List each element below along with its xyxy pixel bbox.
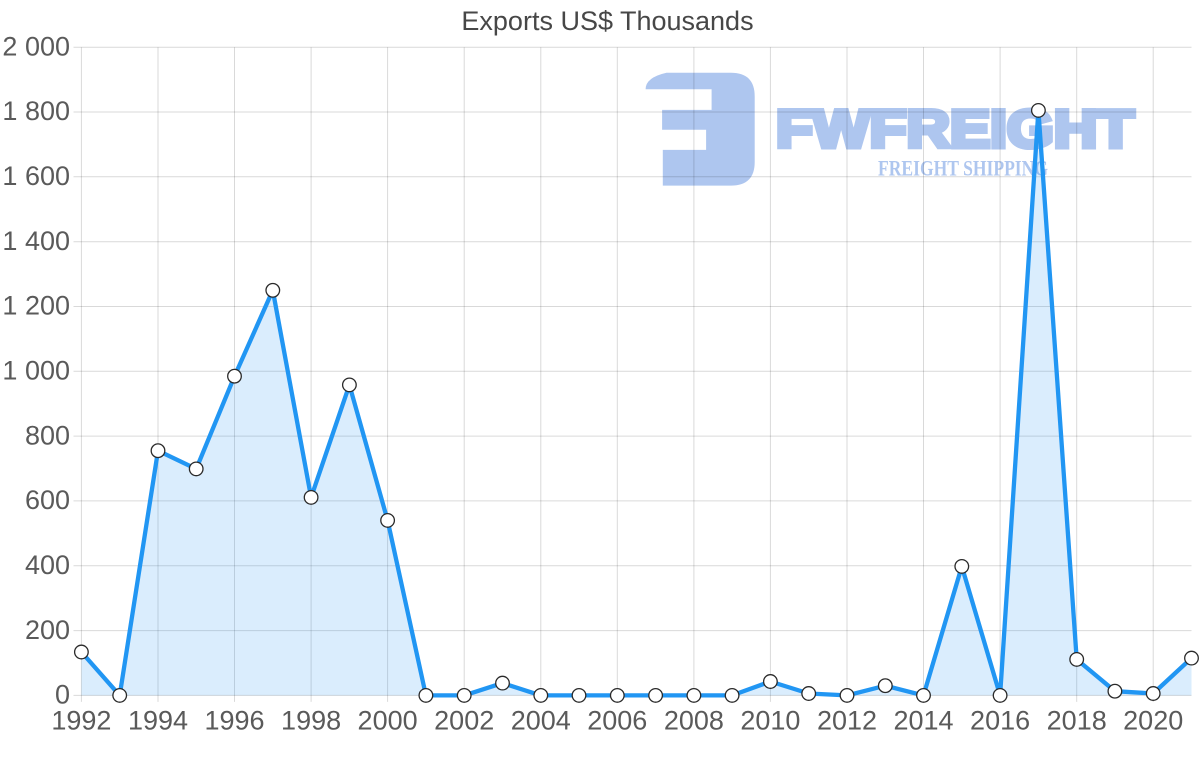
svg-text:2004: 2004 (511, 706, 571, 736)
svg-text:1998: 1998 (281, 706, 341, 736)
svg-text:0: 0 (55, 680, 70, 710)
svg-text:2010: 2010 (740, 706, 800, 736)
svg-text:1996: 1996 (204, 706, 264, 736)
svg-text:1994: 1994 (128, 706, 188, 736)
svg-text:1 600: 1 600 (2, 161, 70, 191)
svg-text:2002: 2002 (434, 706, 494, 736)
svg-text:2020: 2020 (1123, 706, 1183, 736)
svg-text:800: 800 (25, 420, 70, 450)
svg-text:1 400: 1 400 (2, 226, 70, 256)
svg-text:2014: 2014 (893, 706, 953, 736)
svg-text:1 200: 1 200 (2, 291, 70, 321)
svg-text:1992: 1992 (51, 706, 111, 736)
svg-text:2016: 2016 (970, 706, 1030, 736)
svg-text:2000: 2000 (358, 706, 418, 736)
svg-text:2018: 2018 (1047, 706, 1107, 736)
svg-text:FREIGHT SHIPPING: FREIGHT SHIPPING (878, 156, 1048, 181)
svg-text:2006: 2006 (587, 706, 647, 736)
svg-text:FWFREIGHT: FWFREIGHT (776, 100, 1134, 159)
svg-text:Exports US$ Thousands: Exports US$ Thousands (461, 6, 753, 36)
svg-text:200: 200 (25, 615, 70, 645)
svg-text:1 000: 1 000 (2, 356, 70, 386)
svg-text:600: 600 (25, 485, 70, 515)
svg-text:400: 400 (25, 550, 70, 580)
svg-text:2 000: 2 000 (2, 31, 70, 61)
svg-text:2008: 2008 (664, 706, 724, 736)
svg-text:2012: 2012 (817, 706, 877, 736)
svg-text:1 800: 1 800 (2, 96, 70, 126)
